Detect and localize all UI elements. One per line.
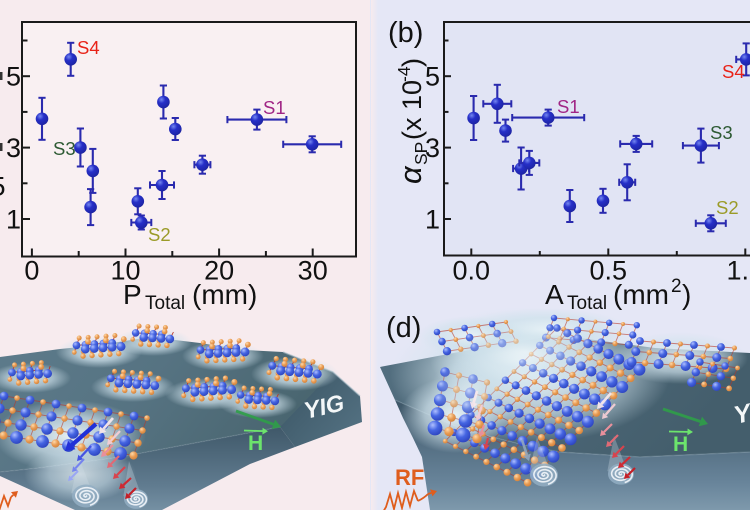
svg-text:30: 30 <box>298 256 328 286</box>
svg-text:(b): (b) <box>388 17 423 49</box>
svg-text:5: 5 <box>425 62 440 92</box>
svg-text:1: 1 <box>425 205 440 235</box>
svg-text:A: A <box>545 279 564 310</box>
svg-text:0.0: 0.0 <box>453 256 491 286</box>
svg-text:H: H <box>248 432 263 455</box>
svg-text:RF: RF <box>395 465 424 490</box>
svg-text:S4: S4 <box>722 61 745 82</box>
svg-text:SP: SP <box>411 142 431 165</box>
svg-text:Total: Total <box>145 293 185 314</box>
svg-text:5: 5 <box>0 172 6 202</box>
svg-text:S2: S2 <box>148 224 171 245</box>
svg-text:S1: S1 <box>263 97 286 118</box>
svg-text:(x 10: (x 10 <box>397 80 427 140</box>
svg-text:S1: S1 <box>557 96 580 117</box>
svg-text:S3: S3 <box>710 122 733 143</box>
svg-text:S4: S4 <box>77 37 100 58</box>
svg-text:(mm): (mm) <box>192 279 257 310</box>
svg-text:): ) <box>682 279 691 310</box>
svg-text:): ) <box>397 58 427 67</box>
svg-text:2: 2 <box>671 276 682 297</box>
svg-text:1.0: 1.0 <box>727 256 750 286</box>
svg-text:-4: -4 <box>394 66 414 82</box>
svg-text:P: P <box>123 279 142 310</box>
svg-text:α: α <box>393 165 428 184</box>
svg-text:3: 3 <box>6 133 21 163</box>
svg-text:1: 1 <box>6 205 21 235</box>
svg-text:S2: S2 <box>716 197 739 218</box>
svg-text:(mm: (mm <box>613 279 669 310</box>
svg-text:H: H <box>673 433 688 456</box>
svg-text:S3: S3 <box>53 138 76 159</box>
svg-text:5: 5 <box>6 62 21 92</box>
svg-text:0: 0 <box>24 256 39 286</box>
